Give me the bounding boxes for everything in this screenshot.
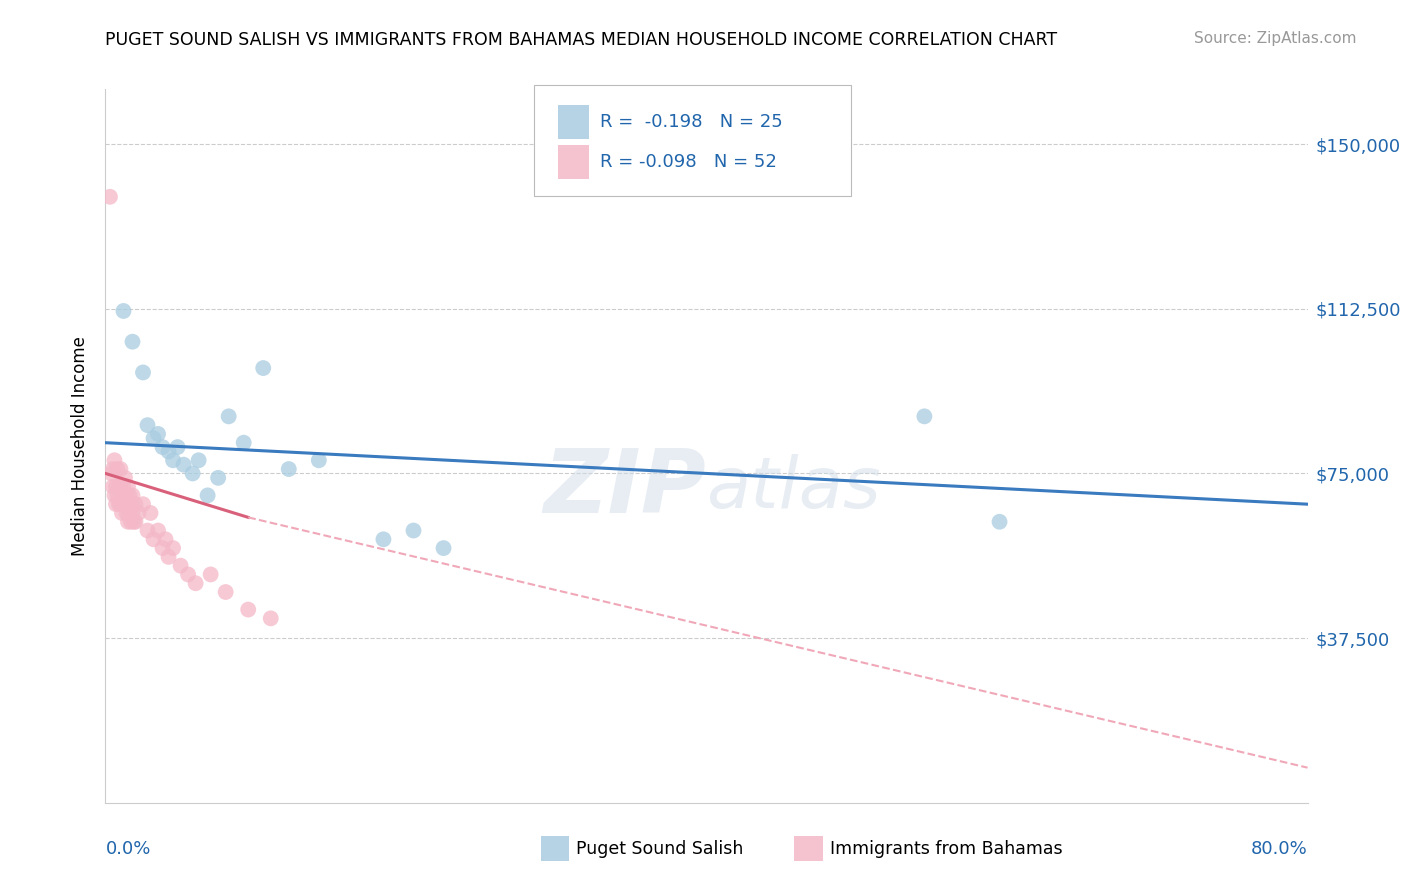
Point [139, 506, 162, 520]
Point [152, 541, 174, 555]
Point [146, 426, 169, 441]
Point [173, 458, 195, 472]
Point [108, 497, 131, 511]
Point [121, 488, 143, 502]
Point [232, 435, 254, 450]
Point [214, 585, 236, 599]
Point [132, 366, 155, 380]
Point [132, 497, 155, 511]
Point [110, 480, 132, 494]
Point [136, 524, 159, 538]
Point [136, 418, 159, 433]
Point [115, 488, 138, 502]
Point [157, 444, 180, 458]
Text: 0.0%: 0.0% [105, 840, 150, 858]
Text: Source: ZipAtlas.com: Source: ZipAtlas.com [1194, 31, 1357, 46]
Text: R = -0.098   N = 52: R = -0.098 N = 52 [600, 153, 778, 171]
Point [184, 576, 207, 591]
Point [112, 304, 135, 318]
Point [104, 480, 127, 494]
Point [402, 524, 425, 538]
Point [118, 488, 141, 502]
Point [200, 567, 222, 582]
Point [277, 462, 299, 476]
Point [108, 480, 131, 494]
Point [162, 541, 184, 555]
Text: R =  -0.198   N = 25: R = -0.198 N = 25 [600, 113, 783, 131]
Point [146, 524, 169, 538]
Point [121, 334, 143, 349]
Point [114, 471, 136, 485]
Text: 80.0%: 80.0% [1251, 840, 1308, 858]
Point [152, 440, 174, 454]
Point [111, 506, 134, 520]
Point [128, 506, 150, 520]
Point [197, 488, 219, 502]
Point [114, 488, 136, 502]
Point [111, 488, 134, 502]
Point [181, 467, 204, 481]
Point [177, 567, 200, 582]
Point [142, 533, 165, 547]
Point [112, 497, 135, 511]
Point [101, 462, 124, 476]
Point [252, 361, 274, 376]
Point [260, 611, 283, 625]
Point [98, 190, 121, 204]
Point [104, 497, 127, 511]
Point [162, 453, 184, 467]
Point [107, 462, 129, 476]
Text: Immigrants from Bahamas: Immigrants from Bahamas [830, 840, 1062, 858]
Point [100, 467, 122, 481]
Point [187, 453, 209, 467]
Point [988, 515, 1011, 529]
Point [117, 497, 139, 511]
Point [122, 515, 145, 529]
Point [157, 549, 180, 564]
Point [117, 515, 139, 529]
Point [103, 453, 125, 467]
Point [142, 431, 165, 445]
Y-axis label: Median Household Income: Median Household Income [72, 336, 90, 556]
Point [103, 488, 125, 502]
Text: atlas: atlas [707, 454, 882, 524]
Point [432, 541, 454, 555]
Point [124, 497, 146, 511]
Point [912, 409, 935, 424]
Point [155, 533, 177, 547]
Text: ZIP: ZIP [544, 445, 707, 533]
Point [207, 471, 229, 485]
Point [218, 409, 240, 424]
Point [169, 558, 191, 573]
Point [101, 480, 124, 494]
Point [107, 488, 129, 502]
Point [120, 515, 142, 529]
Text: Puget Sound Salish: Puget Sound Salish [576, 840, 744, 858]
Point [373, 533, 395, 547]
Point [118, 506, 141, 520]
Point [110, 497, 132, 511]
Text: PUGET SOUND SALISH VS IMMIGRANTS FROM BAHAMAS MEDIAN HOUSEHOLD INCOME CORRELATIO: PUGET SOUND SALISH VS IMMIGRANTS FROM BA… [105, 31, 1057, 49]
Point [120, 497, 142, 511]
Point [308, 453, 330, 467]
Point [124, 515, 146, 529]
Point [110, 462, 132, 476]
Point [166, 440, 188, 454]
Point [115, 506, 138, 520]
Point [117, 480, 139, 494]
Point [121, 506, 143, 520]
Point [112, 480, 135, 494]
Point [238, 602, 260, 616]
